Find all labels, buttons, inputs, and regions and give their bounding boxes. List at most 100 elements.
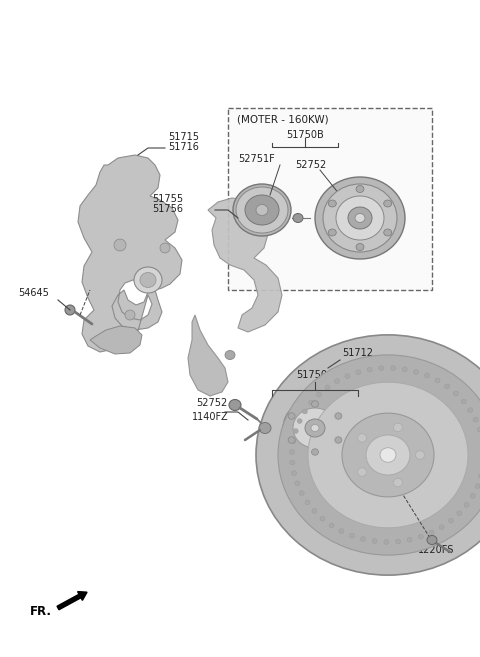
Ellipse shape bbox=[468, 408, 473, 413]
Ellipse shape bbox=[323, 184, 397, 252]
Ellipse shape bbox=[464, 503, 469, 507]
Ellipse shape bbox=[283, 399, 347, 457]
Text: 51750: 51750 bbox=[296, 370, 327, 380]
Text: 1220FS: 1220FS bbox=[418, 545, 455, 555]
Ellipse shape bbox=[329, 523, 334, 528]
Ellipse shape bbox=[293, 428, 298, 434]
Ellipse shape bbox=[236, 187, 288, 233]
Text: 51756: 51756 bbox=[152, 204, 183, 214]
Ellipse shape bbox=[402, 367, 407, 372]
Ellipse shape bbox=[356, 244, 364, 250]
Ellipse shape bbox=[225, 350, 235, 359]
Polygon shape bbox=[90, 326, 142, 354]
Ellipse shape bbox=[229, 399, 241, 411]
Ellipse shape bbox=[114, 239, 126, 251]
Ellipse shape bbox=[394, 478, 402, 487]
Ellipse shape bbox=[302, 409, 307, 414]
Ellipse shape bbox=[65, 305, 75, 315]
Ellipse shape bbox=[125, 310, 135, 320]
Ellipse shape bbox=[448, 518, 454, 523]
Text: 52752: 52752 bbox=[295, 160, 326, 170]
Ellipse shape bbox=[305, 500, 310, 505]
Text: 54645: 54645 bbox=[18, 288, 49, 298]
Ellipse shape bbox=[291, 439, 296, 443]
Ellipse shape bbox=[461, 399, 466, 404]
Ellipse shape bbox=[384, 539, 389, 545]
Ellipse shape bbox=[414, 369, 419, 374]
Ellipse shape bbox=[297, 419, 302, 423]
Ellipse shape bbox=[256, 335, 480, 575]
Ellipse shape bbox=[289, 449, 295, 455]
Ellipse shape bbox=[312, 449, 319, 455]
Ellipse shape bbox=[367, 367, 372, 372]
Text: 51715: 51715 bbox=[168, 132, 199, 142]
Ellipse shape bbox=[356, 185, 364, 193]
Ellipse shape bbox=[291, 470, 297, 476]
Ellipse shape bbox=[384, 200, 392, 207]
Ellipse shape bbox=[293, 214, 303, 223]
Ellipse shape bbox=[316, 392, 322, 397]
Ellipse shape bbox=[245, 195, 279, 225]
Ellipse shape bbox=[435, 378, 440, 383]
Ellipse shape bbox=[325, 385, 330, 390]
Ellipse shape bbox=[299, 491, 304, 495]
Bar bbox=[228, 108, 432, 290]
Ellipse shape bbox=[439, 525, 444, 530]
Text: 51755: 51755 bbox=[152, 194, 183, 204]
Ellipse shape bbox=[233, 184, 291, 236]
Ellipse shape bbox=[360, 537, 366, 541]
Ellipse shape bbox=[259, 422, 271, 434]
Ellipse shape bbox=[424, 373, 430, 378]
Ellipse shape bbox=[427, 535, 437, 545]
Ellipse shape bbox=[391, 366, 396, 371]
Text: 1140FZ: 1140FZ bbox=[192, 412, 228, 422]
Text: 51750B: 51750B bbox=[286, 130, 324, 140]
Text: (MOTER - 160KW): (MOTER - 160KW) bbox=[237, 114, 329, 124]
Ellipse shape bbox=[288, 437, 295, 443]
Ellipse shape bbox=[293, 408, 337, 448]
Ellipse shape bbox=[311, 424, 319, 432]
Ellipse shape bbox=[335, 437, 342, 443]
Text: 51712: 51712 bbox=[342, 348, 373, 358]
Ellipse shape bbox=[470, 493, 475, 498]
Polygon shape bbox=[78, 155, 182, 352]
Ellipse shape bbox=[419, 534, 423, 539]
Ellipse shape bbox=[342, 413, 434, 497]
Ellipse shape bbox=[278, 355, 480, 555]
Text: FR.: FR. bbox=[30, 605, 52, 618]
Ellipse shape bbox=[384, 229, 392, 236]
Text: 52752: 52752 bbox=[196, 398, 227, 408]
Ellipse shape bbox=[457, 510, 462, 516]
Ellipse shape bbox=[416, 451, 424, 459]
Ellipse shape bbox=[328, 229, 336, 236]
Ellipse shape bbox=[256, 204, 268, 215]
Ellipse shape bbox=[335, 379, 340, 384]
Ellipse shape bbox=[336, 196, 384, 240]
Ellipse shape bbox=[349, 533, 355, 538]
Text: 51716: 51716 bbox=[168, 142, 199, 152]
Ellipse shape bbox=[320, 516, 325, 521]
Ellipse shape bbox=[475, 484, 480, 489]
Ellipse shape bbox=[394, 423, 402, 432]
Text: 52751F: 52751F bbox=[238, 154, 275, 164]
Ellipse shape bbox=[339, 529, 344, 533]
Polygon shape bbox=[188, 315, 228, 396]
Ellipse shape bbox=[305, 419, 325, 437]
Ellipse shape bbox=[348, 207, 372, 229]
Ellipse shape bbox=[444, 384, 450, 389]
Ellipse shape bbox=[454, 391, 458, 396]
Ellipse shape bbox=[366, 435, 410, 475]
Ellipse shape bbox=[308, 382, 468, 528]
Ellipse shape bbox=[288, 413, 295, 419]
Ellipse shape bbox=[328, 200, 336, 207]
FancyArrow shape bbox=[57, 591, 87, 610]
Ellipse shape bbox=[140, 273, 156, 288]
Ellipse shape bbox=[312, 401, 319, 407]
Ellipse shape bbox=[335, 413, 342, 419]
Ellipse shape bbox=[380, 447, 396, 463]
Ellipse shape bbox=[407, 537, 412, 542]
Polygon shape bbox=[208, 198, 282, 332]
Ellipse shape bbox=[358, 468, 367, 476]
Ellipse shape bbox=[473, 417, 478, 422]
Ellipse shape bbox=[345, 374, 350, 378]
